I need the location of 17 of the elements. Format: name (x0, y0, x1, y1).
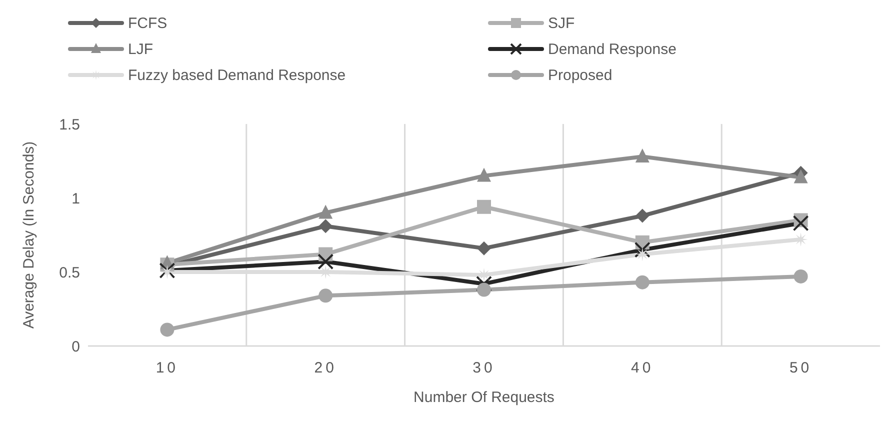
legend-label: SJF (548, 14, 575, 32)
y-tick-label: 0.5 (59, 264, 80, 282)
x-axis-title: Number Of Requests (414, 389, 554, 406)
legend-label: Proposed (548, 66, 612, 84)
y-tick-label: 1 (72, 190, 80, 208)
legend-label: Fuzzy based Demand Response (128, 66, 346, 84)
legend-label: LJF (128, 40, 154, 58)
y-tick-label: 0 (72, 338, 80, 356)
x-tick-label: 40 (631, 360, 654, 377)
legend-label: FCFS (128, 14, 168, 32)
y-tick-label: 1.5 (59, 116, 80, 134)
x-tick-label: 20 (314, 360, 337, 377)
x-tick-label: 10 (156, 360, 179, 377)
legend-label: Demand Response (548, 40, 676, 58)
y-axis-title: Average Delay (In Seconds) (20, 141, 38, 329)
x-tick-label: 30 (472, 360, 496, 377)
x-tick-label: 50 (789, 360, 812, 377)
